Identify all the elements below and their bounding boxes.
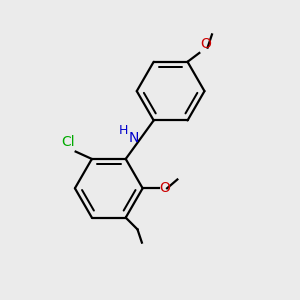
Text: O: O bbox=[200, 38, 211, 52]
Text: Cl: Cl bbox=[61, 135, 75, 149]
Text: H: H bbox=[119, 124, 128, 137]
Text: N: N bbox=[129, 131, 139, 145]
Text: O: O bbox=[159, 181, 170, 195]
